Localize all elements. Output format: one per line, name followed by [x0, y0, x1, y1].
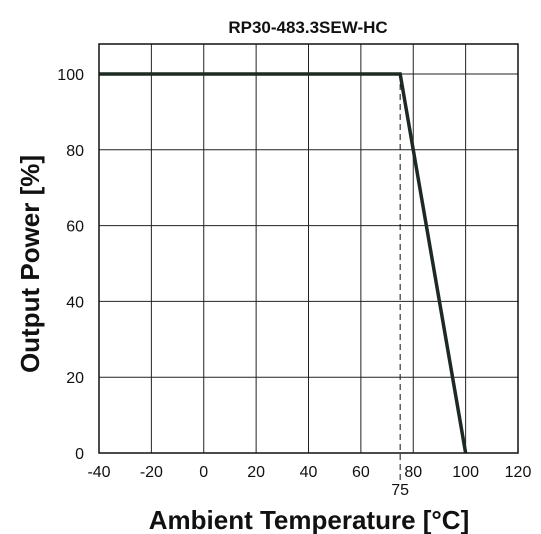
series-group — [98, 72, 468, 454]
plot-frame — [98, 43, 519, 454]
x-tick-label: -20 — [140, 464, 163, 481]
annotations: 75 — [391, 74, 409, 499]
y-tick-labels: 0 20 40 60 80 100 — [57, 67, 84, 463]
y-tick-label: 80 — [66, 143, 84, 160]
y-axis-label: Output Power [%] — [15, 155, 45, 373]
grid — [98, 44, 519, 454]
x-tick-label: 20 — [247, 464, 265, 481]
y-tick-label: 40 — [66, 294, 84, 311]
x-tick-label: 80 — [404, 464, 422, 481]
x-tick-label: 120 — [505, 464, 532, 481]
x-tick-label: 40 — [300, 464, 318, 481]
series-line — [99, 72, 468, 454]
y-tick-label: 20 — [66, 370, 84, 387]
y-tick-label: 60 — [66, 219, 84, 236]
x-axis-label: Ambient Temperature [°C] — [149, 505, 470, 534]
x-tick-label: 60 — [352, 464, 370, 481]
annotation-label: 75 — [391, 482, 409, 499]
y-tick-label: 100 — [57, 67, 84, 84]
x-tick-labels: -40 -20 0 20 40 60 80 100 120 — [87, 464, 531, 481]
x-tick-label: 100 — [452, 464, 479, 481]
x-tick-label: -40 — [87, 464, 110, 481]
chart-title: RP30-483.3SEW-HC — [228, 18, 387, 37]
y-tick-label: 0 — [75, 446, 84, 463]
x-tick-label: 0 — [199, 464, 208, 481]
